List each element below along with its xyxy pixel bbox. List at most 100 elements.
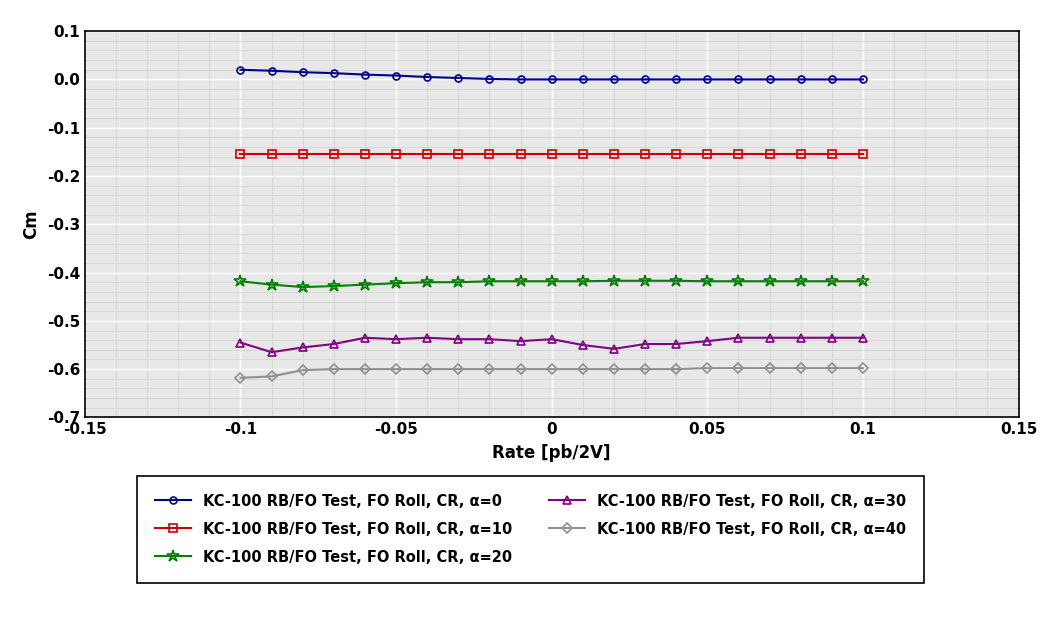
KC-100 RB/FO Test, FO Roll, CR, α=20 (296, 283, 309, 291)
KC-100 RB/FO Test, FO Roll, CR, α=20 (639, 277, 651, 285)
KC-100 RB/FO Test, FO Roll, CR, α=10 (576, 151, 589, 158)
KC-100 RB/FO Test, FO Roll, CR, α=0 (265, 67, 278, 75)
KC-100 RB/FO Test, FO Roll, CR, α=10 (515, 151, 527, 158)
KC-100 RB/FO Test, FO Roll, CR, α=40 (669, 365, 682, 373)
KC-100 RB/FO Test, FO Roll, CR, α=30 (234, 339, 247, 346)
KC-100 RB/FO Test, FO Roll, CR, α=30 (359, 334, 371, 341)
KC-100 RB/FO Test, FO Roll, CR, α=20 (328, 282, 341, 290)
KC-100 RB/FO Test, FO Roll, CR, α=30 (452, 335, 465, 343)
KC-100 RB/FO Test, FO Roll, CR, α=10 (296, 151, 309, 158)
KC-100 RB/FO Test, FO Roll, CR, α=0 (545, 76, 558, 83)
KC-100 RB/FO Test, FO Roll, CR, α=0 (389, 72, 402, 79)
KC-100 RB/FO Test, FO Roll, CR, α=0 (359, 71, 371, 78)
KC-100 RB/FO Test, FO Roll, CR, α=30 (483, 335, 495, 343)
KC-100 RB/FO Test, FO Roll, CR, α=0 (856, 76, 869, 83)
KC-100 RB/FO Test, FO Roll, CR, α=20 (825, 277, 838, 285)
KC-100 RB/FO Test, FO Roll, CR, α=10 (608, 151, 621, 158)
KC-100 RB/FO Test, FO Roll, CR, α=10 (856, 151, 869, 158)
KC-100 RB/FO Test, FO Roll, CR, α=10 (483, 151, 495, 158)
KC-100 RB/FO Test, FO Roll, CR, α=30 (328, 340, 341, 348)
KC-100 RB/FO Test, FO Roll, CR, α=10 (639, 151, 651, 158)
KC-100 RB/FO Test, FO Roll, CR, α=0 (669, 76, 682, 83)
KC-100 RB/FO Test, FO Roll, CR, α=20 (545, 277, 558, 285)
KC-100 RB/FO Test, FO Roll, CR, α=30 (389, 335, 402, 343)
KC-100 RB/FO Test, FO Roll, CR, α=30 (421, 334, 434, 341)
KC-100 RB/FO Test, FO Roll, CR, α=10 (265, 151, 278, 158)
KC-100 RB/FO Test, FO Roll, CR, α=30 (608, 345, 621, 353)
KC-100 RB/FO Test, FO Roll, CR, α=10 (545, 151, 558, 158)
KC-100 RB/FO Test, FO Roll, CR, α=10 (669, 151, 682, 158)
Line: KC-100 RB/FO Test, FO Roll, CR, α=10: KC-100 RB/FO Test, FO Roll, CR, α=10 (237, 150, 867, 158)
KC-100 RB/FO Test, FO Roll, CR, α=10 (389, 151, 402, 158)
KC-100 RB/FO Test, FO Roll, CR, α=40 (639, 365, 651, 373)
KC-100 RB/FO Test, FO Roll, CR, α=20 (701, 277, 714, 285)
KC-100 RB/FO Test, FO Roll, CR, α=30 (856, 334, 869, 341)
KC-100 RB/FO Test, FO Roll, CR, α=10 (825, 151, 838, 158)
KC-100 RB/FO Test, FO Roll, CR, α=40 (763, 364, 776, 372)
KC-100 RB/FO Test, FO Roll, CR, α=30 (763, 334, 776, 341)
Legend: KC-100 RB/FO Test, FO Roll, CR, α=0, KC-100 RB/FO Test, FO Roll, CR, α=10, KC-10: KC-100 RB/FO Test, FO Roll, CR, α=0, KC-… (138, 477, 923, 583)
KC-100 RB/FO Test, FO Roll, CR, α=20 (234, 277, 247, 285)
KC-100 RB/FO Test, FO Roll, CR, α=30 (296, 344, 309, 351)
KC-100 RB/FO Test, FO Roll, CR, α=40 (359, 365, 371, 373)
KC-100 RB/FO Test, FO Roll, CR, α=20 (515, 277, 527, 285)
KC-100 RB/FO Test, FO Roll, CR, α=20 (608, 277, 621, 285)
KC-100 RB/FO Test, FO Roll, CR, α=20 (763, 277, 776, 285)
KC-100 RB/FO Test, FO Roll, CR, α=0 (639, 76, 651, 83)
KC-100 RB/FO Test, FO Roll, CR, α=30 (515, 338, 527, 345)
Line: KC-100 RB/FO Test, FO Roll, CR, α=40: KC-100 RB/FO Test, FO Roll, CR, α=40 (237, 364, 867, 381)
KC-100 RB/FO Test, FO Roll, CR, α=40 (389, 365, 402, 373)
KC-100 RB/FO Test, FO Roll, CR, α=40 (483, 365, 495, 373)
KC-100 RB/FO Test, FO Roll, CR, α=10 (763, 151, 776, 158)
KC-100 RB/FO Test, FO Roll, CR, α=0 (576, 76, 589, 83)
KC-100 RB/FO Test, FO Roll, CR, α=20 (483, 277, 495, 285)
KC-100 RB/FO Test, FO Roll, CR, α=40 (576, 365, 589, 373)
KC-100 RB/FO Test, FO Roll, CR, α=0 (234, 66, 247, 74)
KC-100 RB/FO Test, FO Roll, CR, α=10 (359, 151, 371, 158)
KC-100 RB/FO Test, FO Roll, CR, α=30 (732, 334, 745, 341)
KC-100 RB/FO Test, FO Roll, CR, α=40 (265, 373, 278, 380)
KC-100 RB/FO Test, FO Roll, CR, α=40 (452, 365, 465, 373)
KC-100 RB/FO Test, FO Roll, CR, α=10 (795, 151, 807, 158)
KC-100 RB/FO Test, FO Roll, CR, α=0 (328, 69, 341, 77)
KC-100 RB/FO Test, FO Roll, CR, α=40 (328, 365, 341, 373)
X-axis label: Rate [pb/2V]: Rate [pb/2V] (492, 444, 611, 462)
KC-100 RB/FO Test, FO Roll, CR, α=30 (795, 334, 807, 341)
KC-100 RB/FO Test, FO Roll, CR, α=0 (515, 76, 527, 83)
Y-axis label: Cm: Cm (21, 209, 39, 239)
KC-100 RB/FO Test, FO Roll, CR, α=40 (856, 364, 869, 372)
KC-100 RB/FO Test, FO Roll, CR, α=20 (389, 280, 402, 287)
KC-100 RB/FO Test, FO Roll, CR, α=0 (795, 76, 807, 83)
KC-100 RB/FO Test, FO Roll, CR, α=30 (545, 335, 558, 343)
KC-100 RB/FO Test, FO Roll, CR, α=40 (732, 364, 745, 372)
Line: KC-100 RB/FO Test, FO Roll, CR, α=20: KC-100 RB/FO Test, FO Roll, CR, α=20 (234, 275, 869, 293)
KC-100 RB/FO Test, FO Roll, CR, α=40 (701, 364, 714, 372)
KC-100 RB/FO Test, FO Roll, CR, α=0 (701, 76, 714, 83)
KC-100 RB/FO Test, FO Roll, CR, α=40 (296, 366, 309, 374)
KC-100 RB/FO Test, FO Roll, CR, α=20 (421, 278, 434, 286)
KC-100 RB/FO Test, FO Roll, CR, α=30 (639, 340, 651, 348)
KC-100 RB/FO Test, FO Roll, CR, α=40 (421, 365, 434, 373)
KC-100 RB/FO Test, FO Roll, CR, α=30 (669, 340, 682, 348)
KC-100 RB/FO Test, FO Roll, CR, α=10 (701, 151, 714, 158)
KC-100 RB/FO Test, FO Roll, CR, α=0 (452, 74, 465, 82)
Line: KC-100 RB/FO Test, FO Roll, CR, α=0: KC-100 RB/FO Test, FO Roll, CR, α=0 (237, 66, 867, 83)
KC-100 RB/FO Test, FO Roll, CR, α=20 (265, 281, 278, 288)
KC-100 RB/FO Test, FO Roll, CR, α=0 (825, 76, 838, 83)
KC-100 RB/FO Test, FO Roll, CR, α=20 (856, 277, 869, 285)
KC-100 RB/FO Test, FO Roll, CR, α=0 (483, 75, 495, 83)
KC-100 RB/FO Test, FO Roll, CR, α=30 (825, 334, 838, 341)
KC-100 RB/FO Test, FO Roll, CR, α=20 (576, 277, 589, 285)
KC-100 RB/FO Test, FO Roll, CR, α=10 (234, 151, 247, 158)
KC-100 RB/FO Test, FO Roll, CR, α=0 (732, 76, 745, 83)
KC-100 RB/FO Test, FO Roll, CR, α=10 (732, 151, 745, 158)
KC-100 RB/FO Test, FO Roll, CR, α=10 (421, 151, 434, 158)
KC-100 RB/FO Test, FO Roll, CR, α=30 (265, 348, 278, 356)
KC-100 RB/FO Test, FO Roll, CR, α=0 (763, 76, 776, 83)
KC-100 RB/FO Test, FO Roll, CR, α=20 (795, 277, 807, 285)
KC-100 RB/FO Test, FO Roll, CR, α=10 (328, 151, 341, 158)
KC-100 RB/FO Test, FO Roll, CR, α=0 (608, 76, 621, 83)
KC-100 RB/FO Test, FO Roll, CR, α=40 (234, 374, 247, 381)
KC-100 RB/FO Test, FO Roll, CR, α=40 (795, 364, 807, 372)
KC-100 RB/FO Test, FO Roll, CR, α=40 (825, 364, 838, 372)
